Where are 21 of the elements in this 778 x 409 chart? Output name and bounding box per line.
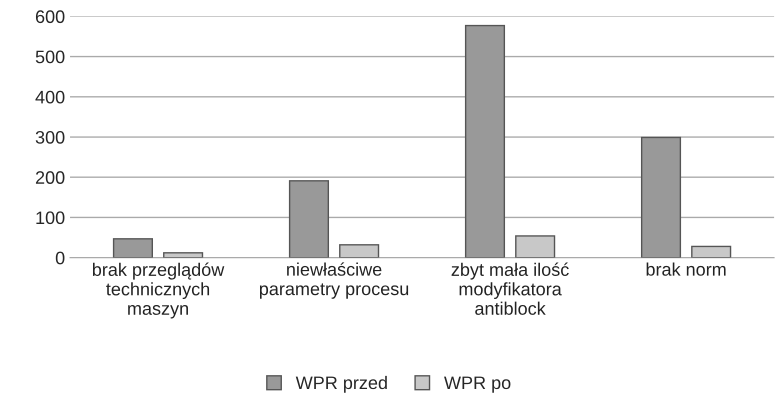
x-tick-label: brak norm — [646, 262, 726, 276]
bar — [691, 246, 732, 258]
bar — [163, 252, 204, 258]
x-tick-label: brak przeglądów technicznych maszyn — [92, 262, 224, 318]
bar — [515, 235, 556, 258]
y-tick-label: 100 — [36, 211, 64, 224]
bar — [464, 24, 506, 258]
legend-label: WPR przed — [296, 376, 387, 393]
bar — [288, 180, 330, 258]
y-tick-label: 500 — [36, 50, 64, 64]
legend-label: WPR po — [444, 376, 510, 393]
y-tick-label: 200 — [36, 171, 64, 184]
bar — [339, 244, 380, 258]
y-tick-label: 300 — [36, 130, 64, 144]
y-tick-label: 600 — [36, 10, 64, 24]
x-tick-label: zbyt mała ilość modyfikatora antiblock — [452, 262, 569, 315]
x-tick-label: niewłaściwe parametry procesu — [260, 262, 408, 299]
bar — [640, 136, 682, 258]
y-tick-label: 400 — [35, 90, 64, 104]
bar — [112, 238, 154, 258]
y-tick-label: 0 — [56, 252, 64, 264]
